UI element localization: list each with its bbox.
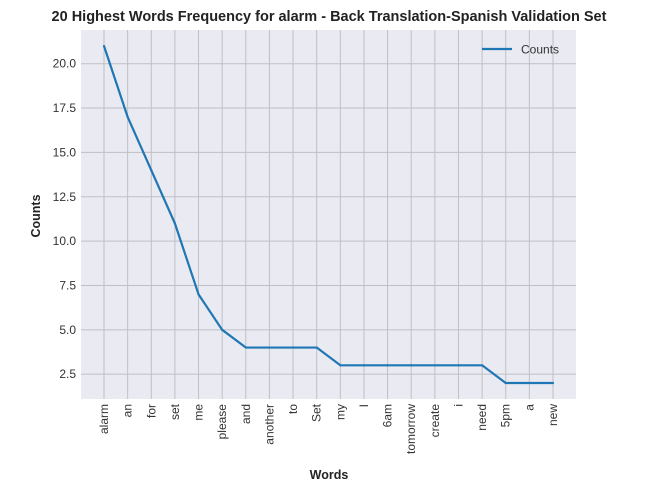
y-axis-label: Counts — [29, 194, 43, 237]
x-tick-label: and — [239, 404, 253, 424]
plot-area — [81, 30, 576, 399]
y-tick-label: 17.5 — [53, 101, 77, 115]
y-tick-label: 2.5 — [59, 367, 76, 381]
series-line-counts — [102, 45, 553, 385]
data-point — [197, 293, 200, 296]
y-tick-label: 12.5 — [53, 190, 77, 204]
data-point — [150, 169, 153, 172]
x-tick-label: create — [428, 404, 442, 438]
data-point — [410, 364, 413, 367]
data-point — [221, 328, 224, 331]
x-tick-label: i — [451, 404, 465, 407]
x-tick-label: I — [357, 404, 371, 407]
data-point — [102, 44, 106, 48]
data-point — [551, 381, 555, 385]
x-axis-ticks: alarm an for set me please and another to Set my I 6… — [97, 403, 560, 454]
data-point — [291, 346, 295, 349]
x-tick-label: set — [168, 403, 182, 420]
data-point — [362, 364, 366, 367]
data-point — [173, 222, 176, 225]
x-tick-label: me — [192, 404, 206, 421]
series-points — [102, 44, 555, 385]
x-tick-label: need — [475, 404, 489, 431]
y-axis-ticks: 2.5 5.0 7.5 10.0 12.5 15.0 17.5 20.0 — [53, 57, 77, 381]
x-tick-label: tomorrow — [404, 404, 418, 454]
y-tick-label: 20.0 — [53, 57, 77, 71]
data-point — [339, 364, 342, 367]
x-tick-label: new — [546, 404, 560, 426]
x-gridlines — [103, 30, 554, 399]
data-point — [504, 381, 507, 385]
y-tick-label: 10.0 — [53, 234, 77, 248]
data-point — [268, 346, 271, 349]
data-point — [457, 364, 460, 367]
chart-title: 20 Highest Words Frequency for alarm - B… — [52, 9, 607, 25]
data-point — [528, 381, 531, 385]
x-tick-label: please — [215, 404, 229, 440]
legend: Counts — [482, 43, 559, 57]
x-tick-label: for — [144, 404, 158, 418]
data-point — [315, 346, 318, 349]
x-tick-label: Set — [310, 403, 324, 422]
y-tick-label: 7.5 — [59, 278, 76, 292]
y-tick-label: 15.0 — [53, 145, 77, 159]
x-tick-label: an — [121, 404, 135, 417]
legend-label-counts: Counts — [521, 43, 559, 57]
data-point — [126, 115, 129, 119]
y-tick-label: 5.0 — [59, 323, 76, 337]
data-point — [433, 364, 436, 367]
x-tick-label: a — [522, 404, 536, 411]
x-tick-label: 6am — [381, 404, 395, 427]
x-tick-label: alarm — [97, 404, 111, 434]
x-tick-label: my — [333, 404, 347, 420]
x-tick-label: to — [286, 404, 300, 414]
data-point — [244, 346, 247, 349]
x-tick-label: 5pm — [499, 404, 513, 427]
data-point — [481, 364, 484, 367]
x-tick-label: another — [262, 404, 276, 445]
data-point — [386, 364, 389, 367]
x-axis-label: Words — [310, 468, 349, 482]
